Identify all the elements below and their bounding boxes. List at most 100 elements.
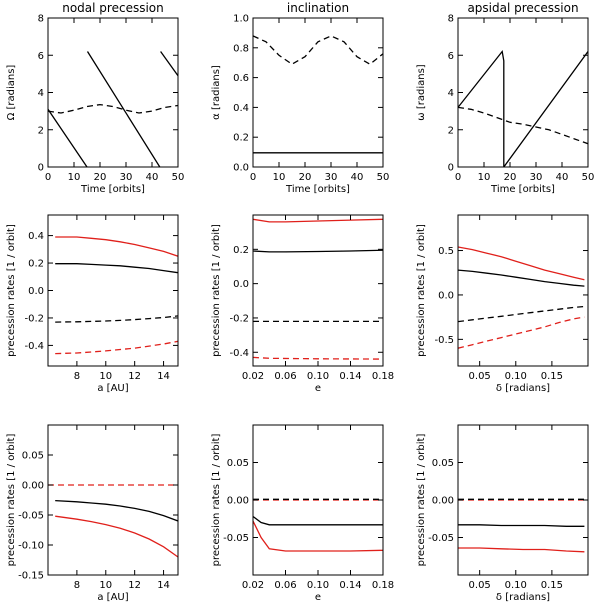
x-tick-label: 10 xyxy=(68,172,81,183)
series-line xyxy=(458,524,585,527)
x-tick-label: 10 xyxy=(273,172,286,183)
y-tick-label: 0.6 xyxy=(233,73,249,84)
y-axis-label: precession rates [1 / orbit] xyxy=(6,224,17,357)
y-tick-label: -0.05 xyxy=(223,533,249,544)
y-tick-label: -0.2 xyxy=(229,313,249,324)
y-tick-label: 0.05 xyxy=(432,458,454,469)
series-group xyxy=(458,498,585,553)
x-tick-label: 0 xyxy=(455,172,461,183)
x-tick-label: 8 xyxy=(74,371,80,382)
series-group xyxy=(48,484,178,558)
x-tick-label: 0.14 xyxy=(339,580,361,591)
y-tick-label: 0 xyxy=(448,163,454,174)
x-axis-label: e xyxy=(315,592,321,603)
y-tick-label: 0.4 xyxy=(233,103,249,114)
y-tick-label: 6 xyxy=(448,51,454,62)
y-axis-label: ω [radians] xyxy=(416,64,427,120)
panel-p32: 0.02 0.06 0.10 0.14 0.18 -0.05 0.00 0.05 e preces… xyxy=(211,424,394,603)
y-tick-label: 1.0 xyxy=(233,14,249,25)
plot-frame xyxy=(457,214,589,367)
y-tick-label: 4 xyxy=(38,88,44,99)
x-tick-label: 0 xyxy=(45,172,51,183)
x-tick-label: 20 xyxy=(94,172,107,183)
plot-frame xyxy=(47,424,179,576)
x-tick-label: 0 xyxy=(250,172,256,183)
series-line xyxy=(458,246,585,281)
x-axis-label: δ [radians] xyxy=(496,592,550,603)
panel-p22: 0.02 0.06 0.10 0.14 0.18 -0.4 -0.2 0.0 0.2 e prece… xyxy=(211,214,394,394)
series-line xyxy=(48,51,178,167)
x-tick-label: 0.18 xyxy=(372,580,394,591)
panel-title: inclination xyxy=(287,1,349,15)
x-tick-label: 0.02 xyxy=(242,580,264,591)
y-tick-label: 0.4 xyxy=(28,231,44,242)
x-axis-label: a [AU] xyxy=(97,383,128,394)
y-axis-label: α [radians] xyxy=(211,65,222,120)
series-line xyxy=(458,305,585,323)
series-line xyxy=(458,106,588,145)
x-tick-label: 12 xyxy=(128,371,141,382)
y-tick-label: -0.05 xyxy=(18,511,44,522)
y-tick-label: 2 xyxy=(38,125,44,136)
series-line xyxy=(253,520,383,552)
panel-p23: 0.05 0.10 0.15 -0.5 0.0 0.5 δ [radians] precess… xyxy=(416,214,589,394)
x-tick-label: 0.15 xyxy=(541,580,563,591)
y-tick-label: 0.2 xyxy=(233,133,249,144)
y-tick-label: 0.00 xyxy=(227,496,249,507)
x-tick-label: 20 xyxy=(504,172,517,183)
series-line xyxy=(458,269,585,287)
x-tick-label: 50 xyxy=(377,172,390,183)
y-tick-label: 0 xyxy=(38,163,44,174)
x-tick-label: 12 xyxy=(128,580,141,591)
x-tick-label: 0.06 xyxy=(274,371,296,382)
y-axis-label: precession rates [1 / orbit] xyxy=(211,224,222,357)
x-tick-label: 0.05 xyxy=(469,580,491,591)
y-tick-label: 2 xyxy=(448,125,454,136)
y-tick-label: 0.8 xyxy=(233,43,249,54)
y-axis-label: precession rates [1 / orbit] xyxy=(416,224,427,357)
y-tick-label: -0.15 xyxy=(18,571,44,582)
x-axis-label: Time [orbits] xyxy=(490,184,555,195)
series-line xyxy=(55,499,178,522)
x-tick-label: 40 xyxy=(351,172,364,183)
y-tick-label: 8 xyxy=(38,14,44,25)
y-tick-label: -0.5 xyxy=(434,335,454,346)
series-line xyxy=(253,249,383,253)
y-tick-label: 0.5 xyxy=(438,246,454,257)
x-tick-label: 0.10 xyxy=(505,371,527,382)
y-tick-label: 4 xyxy=(448,88,454,99)
series-line xyxy=(55,340,178,355)
series-line xyxy=(55,263,178,274)
panel-p13: apsidal precession 0 10 20 30 40 50 0 2 4 6 8 Time [… xyxy=(416,1,594,195)
y-tick-label: 0.2 xyxy=(28,259,44,270)
y-tick-label: 0.0 xyxy=(233,163,249,174)
series-line xyxy=(253,515,383,526)
y-tick-label: 0.05 xyxy=(227,458,249,469)
x-tick-label: 0.10 xyxy=(505,580,527,591)
series-line xyxy=(253,35,383,65)
panel-p21: 8 10 12 14 -0.4 -0.2 0.0 0.2 0.4 a [AU] precession… xyxy=(6,214,179,394)
y-tick-label: 0.05 xyxy=(22,451,44,462)
x-tick-label: 10 xyxy=(478,172,491,183)
x-tick-label: 50 xyxy=(582,172,595,183)
x-axis-label: δ [radians] xyxy=(496,383,550,394)
x-axis-label: a [AU] xyxy=(97,592,128,603)
x-tick-label: 10 xyxy=(99,580,112,591)
panel-title: apsidal precession xyxy=(467,1,578,15)
x-tick-label: 40 xyxy=(556,172,569,183)
x-tick-label: 50 xyxy=(172,172,185,183)
x-tick-label: 30 xyxy=(530,172,543,183)
panel-p31: 8 10 12 14 -0.15 -0.10 -0.05 0.00 0.05 a [AU] prec… xyxy=(6,424,179,603)
x-tick-label: 20 xyxy=(299,172,312,183)
y-tick-label: -0.05 xyxy=(428,533,454,544)
x-tick-label: 14 xyxy=(157,371,170,382)
y-tick-label: 0.0 xyxy=(438,290,454,301)
series-line xyxy=(55,315,178,323)
y-axis-label: precession rates [1 / orbit] xyxy=(416,434,427,567)
x-tick-label: 30 xyxy=(325,172,338,183)
x-tick-label: 10 xyxy=(99,371,112,382)
y-tick-label: 0.00 xyxy=(432,496,454,507)
y-tick-label: 0.2 xyxy=(233,245,249,256)
series-line xyxy=(253,218,383,223)
